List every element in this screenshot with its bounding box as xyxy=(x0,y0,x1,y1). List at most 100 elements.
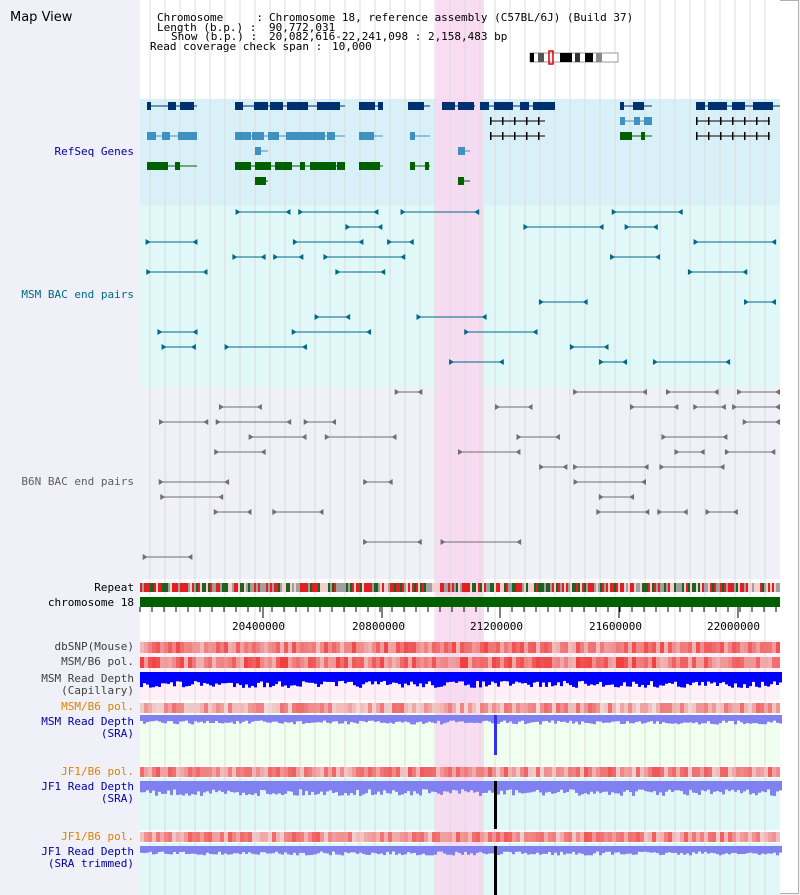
read-depth-bar xyxy=(590,715,593,724)
read-depth-bar xyxy=(515,715,518,725)
bac-end-marker xyxy=(657,509,663,515)
polymorphism-mark xyxy=(536,657,540,668)
read-depth-bar xyxy=(635,846,638,855)
read-depth-bar xyxy=(464,781,467,792)
read-depth-bar xyxy=(770,672,773,685)
read-depth-bar xyxy=(176,846,179,854)
read-depth-bar xyxy=(701,781,704,791)
polymorphism-mark xyxy=(364,657,368,668)
polymorphism-mark xyxy=(264,832,268,842)
polymorphism-mark xyxy=(412,642,416,653)
ideogram-band xyxy=(596,53,602,62)
repeat-mark xyxy=(662,583,664,592)
polymorphism-mark xyxy=(684,832,688,842)
polymorphism-mark xyxy=(140,657,144,668)
read-depth-bar xyxy=(569,672,572,686)
repeat-mark xyxy=(284,583,286,592)
bac-end-marker xyxy=(331,419,337,425)
read-depth-bar xyxy=(338,846,341,855)
repeat-mark xyxy=(246,583,248,592)
gene-exon xyxy=(268,132,279,140)
bac-end-marker xyxy=(693,239,699,245)
read-depth-bar xyxy=(560,715,563,722)
polymorphism-mark xyxy=(620,642,624,653)
polymorphism-mark xyxy=(320,657,324,668)
track-label-b6n-bac[interactable]: B6N BAC end pairs xyxy=(21,475,134,488)
polymorphism-mark xyxy=(688,832,692,842)
bac-end-marker xyxy=(400,209,406,215)
repeat-mark xyxy=(148,583,150,592)
read-depth-bar xyxy=(227,846,230,855)
read-depth-bar xyxy=(446,672,449,683)
polymorphism-mark xyxy=(572,657,576,668)
polymorphism-mark xyxy=(652,832,656,842)
polymorphism-mark xyxy=(408,642,412,653)
repeat-mark xyxy=(326,583,328,592)
polymorphism-mark xyxy=(764,832,768,842)
polymorphism-mark xyxy=(644,832,648,842)
read-depth-bar xyxy=(284,846,287,853)
repeat-mark xyxy=(172,583,174,592)
polymorphism-mark xyxy=(612,832,616,842)
repeat-mark xyxy=(590,583,592,592)
read-depth-bar xyxy=(374,715,377,722)
read-depth-bar xyxy=(557,672,560,683)
polymorphism-mark xyxy=(236,832,240,842)
polymorphism-mark xyxy=(396,642,400,653)
read-depth-bar xyxy=(443,846,446,854)
polymorphism-mark xyxy=(332,642,336,653)
bac-end-marker xyxy=(573,389,579,395)
polymorphism-mark xyxy=(200,642,204,653)
read-depth-bar xyxy=(683,715,686,723)
polymorphism-mark xyxy=(420,642,424,653)
polymorphism-mark xyxy=(284,832,288,842)
repeat-mark xyxy=(658,583,660,592)
repeat-mark xyxy=(278,583,280,592)
polymorphism-mark xyxy=(168,767,172,777)
polymorphism-mark xyxy=(364,767,368,777)
read-depth-bar xyxy=(215,672,218,684)
polymorphism-mark xyxy=(380,832,384,842)
read-depth-bar xyxy=(581,715,584,722)
read-depth-bar xyxy=(596,672,599,685)
read-depth-bar xyxy=(761,672,764,682)
read-depth-bar xyxy=(776,781,779,792)
bac-end-marker xyxy=(260,254,266,260)
polymorphism-mark xyxy=(224,657,228,668)
repeat-mark xyxy=(206,583,208,592)
read-depth-bar xyxy=(311,846,314,855)
polymorphism-mark xyxy=(756,657,760,668)
polymorphism-mark xyxy=(168,703,172,713)
read-depth-bar xyxy=(359,715,362,721)
track-label-msm-bac[interactable]: MSM BAC end pairs xyxy=(21,288,134,301)
read-depth-bar xyxy=(242,846,245,853)
polymorphism-mark xyxy=(340,642,344,653)
read-depth-bar xyxy=(746,672,749,688)
read-depth-bar xyxy=(692,715,695,724)
repeat-mark xyxy=(560,583,562,592)
show-label: Show (b.p.) : xyxy=(171,30,258,43)
polymorphism-mark xyxy=(696,642,700,653)
read-depth-bar xyxy=(188,672,191,686)
read-depth-bar xyxy=(512,715,515,724)
read-depth-bar xyxy=(374,672,377,682)
read-depth-bar xyxy=(506,846,509,852)
bac-end-marker xyxy=(596,509,602,515)
gene-exon xyxy=(708,102,724,110)
track-label-refseq[interactable]: RefSeq Genes xyxy=(54,145,134,158)
read-depth-bar xyxy=(500,715,503,722)
polymorphism-mark xyxy=(476,642,480,653)
read-depth-bar xyxy=(599,846,602,856)
polymorphism-mark xyxy=(380,703,384,713)
gene-exon xyxy=(720,132,722,140)
read-depth-bar xyxy=(569,715,572,721)
read-depth-bar xyxy=(647,781,650,792)
bac-end-marker xyxy=(218,404,224,410)
gene-exon xyxy=(458,147,465,155)
read-depth-bar xyxy=(368,672,371,682)
repeat-mark xyxy=(758,583,760,592)
polymorphism-mark xyxy=(312,642,316,653)
read-depth-bar xyxy=(491,846,494,854)
read-depth-bar xyxy=(614,781,617,794)
